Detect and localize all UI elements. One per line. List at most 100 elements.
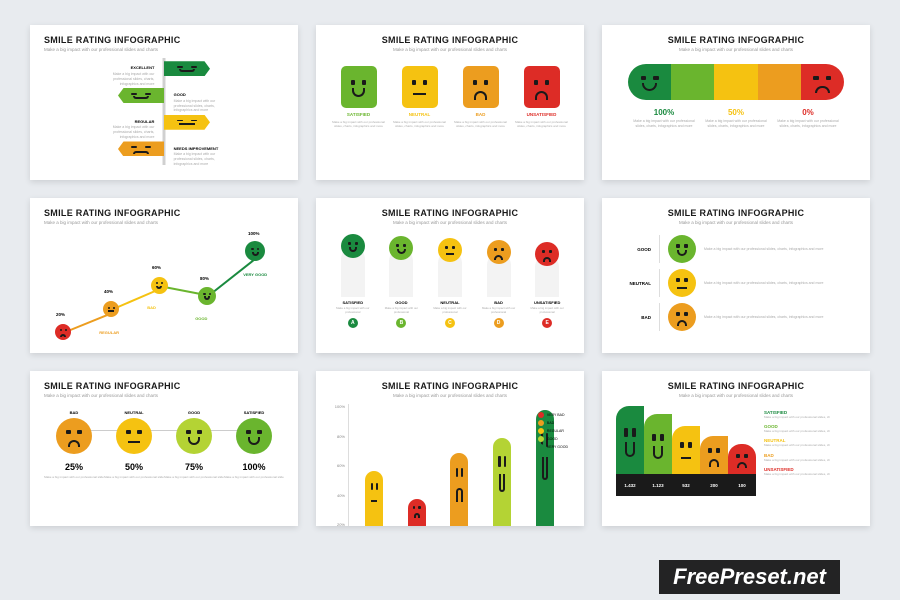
- point-pct: 80%: [200, 276, 209, 281]
- legend-desc: Make a big impact with our professional …: [764, 415, 856, 419]
- column-label: NEUTRAL: [427, 300, 473, 305]
- slide-4: SMILE RATING INFOGRAPHIC Make a big impa…: [30, 198, 298, 353]
- chart-legend: VERY BADBADREGULARGOODVERY GOOD: [538, 412, 568, 452]
- slide-title: SMILE RATING INFOGRAPHIC: [616, 208, 856, 218]
- chart-bar: ITEM 01: [365, 471, 383, 526]
- node-label: NEUTRAL: [104, 410, 164, 415]
- chart-bar: ITEM 03: [450, 453, 468, 526]
- face-icon: [487, 240, 511, 264]
- legend-item: GOOD: [538, 436, 568, 442]
- card-desc: Make a big impact with our professional …: [452, 121, 509, 129]
- stacked-legend: SATISFIED Make a big impact with our pro…: [764, 406, 856, 526]
- rating-column: NEUTRAL Make a big impact with our profe…: [427, 235, 473, 353]
- card-label: NEUTRAL: [391, 112, 448, 117]
- legend-item: BAD: [538, 420, 568, 426]
- rating-node: NEUTRAL 50% Make a big impact with our p…: [104, 410, 164, 479]
- rating-column: UNSATISFIED Make a big impact with our p…: [524, 235, 570, 353]
- point-pct: 20%: [56, 312, 65, 317]
- legend-desc: Make a big impact with our professional …: [764, 443, 856, 447]
- face-icon: [535, 242, 559, 266]
- row-desc: Make a big impact with our professional …: [704, 281, 856, 286]
- node-percent: 50%: [104, 462, 164, 472]
- node-label: BAD: [44, 410, 104, 415]
- rating-card: BAD Make a big impact with our professio…: [452, 66, 509, 180]
- y-tick: 80%: [330, 434, 345, 439]
- flag-label: EXCELLENT: [131, 65, 155, 70]
- legend-item: REGULAR: [538, 428, 568, 434]
- capsule-gauge: 100% Make a big impact with our professi…: [616, 64, 856, 171]
- point-label: GOOD: [195, 316, 207, 321]
- card-desc: Make a big impact with our professional …: [391, 121, 448, 129]
- face-icon: [668, 235, 696, 263]
- rating-columns: SATISFIED Make a big impact with our pro…: [330, 231, 570, 353]
- measure-item: 50% Make a big impact with our professio…: [700, 108, 772, 129]
- slide-3: SMILE RATING INFOGRAPHIC Make a big impa…: [602, 25, 870, 180]
- slide-title: SMILE RATING INFOGRAPHIC: [44, 381, 284, 391]
- signpost-flag: [164, 61, 210, 76]
- flag-label: REGULAR: [135, 119, 155, 124]
- slide-6: SMILE RATING INFOGRAPHIC Make a big impa…: [602, 198, 870, 353]
- column-pill: [535, 255, 559, 297]
- divider: [659, 269, 660, 297]
- stacked-chart: 1.432 1.123 532 200 100 SATISFIED Make a…: [616, 404, 856, 526]
- chart-point: [151, 277, 168, 294]
- slide-title: SMILE RATING INFOGRAPHIC: [330, 35, 570, 45]
- legend-item: NEUTRAL Make a big impact with our profe…: [764, 438, 856, 447]
- rating-card: UNSATISFIED Make a big impact with our p…: [513, 66, 570, 180]
- face-icon: [402, 66, 438, 108]
- slide-title: SMILE RATING INFOGRAPHIC: [44, 208, 284, 218]
- slide-title: SMILE RATING INFOGRAPHIC: [616, 35, 856, 45]
- row-label: BAD: [616, 315, 651, 320]
- slide-9: SMILE RATING INFOGRAPHIC Make a big impa…: [602, 371, 870, 526]
- column-label: GOOD: [379, 300, 425, 305]
- chart-point: [103, 301, 119, 317]
- bars-area: ITEM 01ITEM 02ITEM 03ITEM 04ITEM 05: [348, 404, 570, 526]
- column-pill: [487, 253, 511, 297]
- slide-subtitle: Make a big impact with our professional …: [616, 220, 856, 225]
- column-desc: Make a big impact with our professional: [476, 307, 522, 315]
- signpost-flag: [118, 141, 164, 156]
- slide-subtitle: Make a big impact with our professional …: [330, 220, 570, 225]
- face-icon: [668, 303, 696, 331]
- legend-swatch: [538, 436, 544, 442]
- slide-subtitle: Make a big impact with our professional …: [44, 47, 284, 52]
- measure-item: 0% Make a big impact with our profession…: [772, 108, 844, 129]
- flag-desc: Make a big impact with our professional …: [174, 152, 234, 167]
- bar-value: 200: [700, 474, 728, 496]
- slide-2: SMILE RATING INFOGRAPHIC Make a big impa…: [316, 25, 584, 180]
- flag-desc: Make a big impact with our professional …: [174, 99, 234, 114]
- capsule-measures: 100% Make a big impact with our professi…: [628, 108, 844, 129]
- face-icon: [341, 234, 365, 258]
- slide-1: SMILE RATING INFOGRAPHIC Make a big impa…: [30, 25, 298, 180]
- slide-8: SMILE RATING INFOGRAPHIC Make a big impa…: [316, 371, 584, 526]
- slide-subtitle: Make a big impact with our professional …: [330, 47, 570, 52]
- node-percent: 25%: [44, 462, 104, 472]
- slide-title: SMILE RATING INFOGRAPHIC: [330, 208, 570, 218]
- bar-value: 1.123: [644, 474, 672, 496]
- bar-top: [672, 426, 700, 474]
- chart-point: [245, 241, 265, 261]
- rating-column: BAD Make a big impact with our professio…: [476, 235, 522, 353]
- y-tick: 40%: [330, 493, 345, 498]
- bar-top: [728, 444, 756, 474]
- face-icon: [116, 418, 152, 454]
- face-icon: [236, 418, 272, 454]
- column-desc: Make a big impact with our professional: [330, 307, 376, 315]
- flag-desc: Make a big impact with our professional …: [94, 125, 154, 140]
- y-tick: 100%: [330, 404, 345, 409]
- capsule-segment: [714, 64, 757, 100]
- node-label: SATISFIED: [224, 410, 284, 415]
- y-axis: 100%80%60%40%20%: [330, 404, 348, 526]
- legend-label: BAD: [547, 421, 554, 425]
- chart-bar: ITEM 02: [408, 499, 426, 526]
- slide-title: SMILE RATING INFOGRAPHIC: [44, 35, 284, 45]
- point-pct: 40%: [104, 289, 113, 294]
- flag-label: NEEDS IMPROVEMENT: [174, 146, 219, 151]
- column-badge: C: [445, 318, 455, 328]
- legend-item: GOOD Make a big impact with our professi…: [764, 424, 856, 433]
- node-desc: Make a big impact with our professional …: [104, 475, 164, 479]
- card-desc: Make a big impact with our professional …: [513, 121, 570, 129]
- legend-swatch: [538, 428, 544, 434]
- face-icon: [668, 269, 696, 297]
- slide-title: SMILE RATING INFOGRAPHIC: [330, 381, 570, 391]
